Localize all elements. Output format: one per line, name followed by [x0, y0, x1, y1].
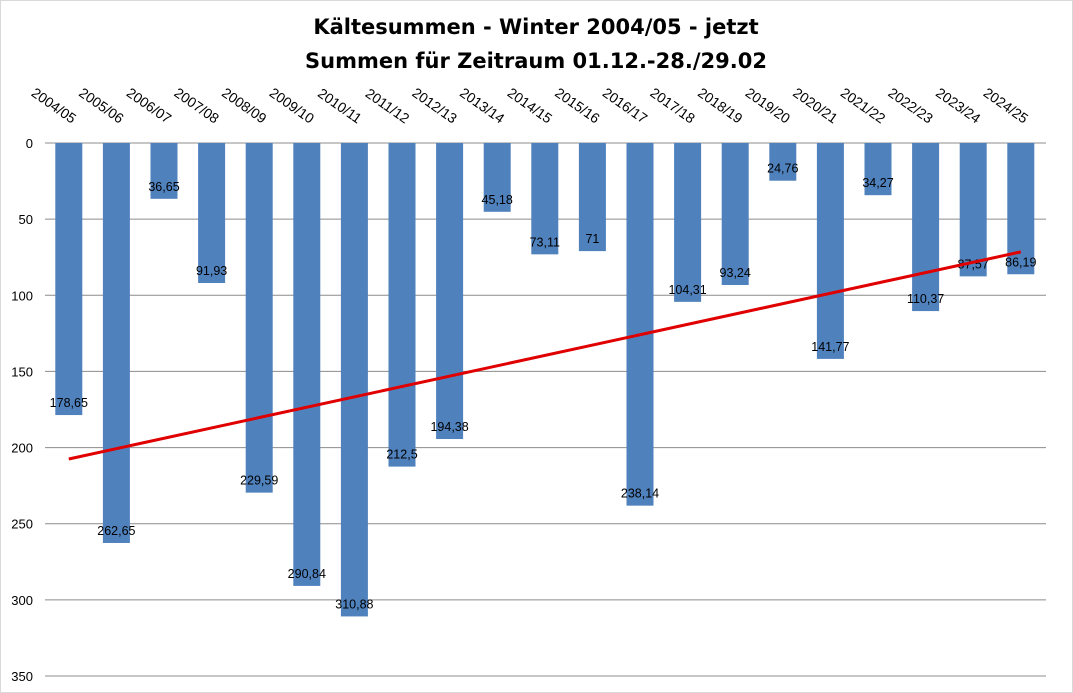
bars [55, 143, 1035, 617]
y-tick-label: 0 [26, 136, 33, 151]
data-label: 310,88 [335, 597, 373, 611]
x-tick-label: 2020/21 [790, 84, 841, 126]
x-tick-label: 2021/22 [838, 84, 889, 126]
bar [245, 143, 273, 493]
x-tick-label: 2017/18 [647, 84, 698, 126]
bar [150, 143, 178, 199]
x-tick-label: 2013/14 [457, 84, 508, 126]
x-tick-label: 2007/08 [171, 84, 222, 126]
x-tick-label: 2010/11 [315, 85, 365, 127]
y-tick-label: 100 [11, 288, 33, 303]
data-label: 73,11 [530, 235, 560, 249]
y-tick-label: 250 [11, 517, 33, 532]
data-label: 36,65 [148, 180, 179, 194]
bar [674, 143, 702, 302]
y-tick-label: 50 [19, 212, 33, 227]
x-tick-label: 2009/10 [267, 84, 318, 126]
data-label: 290,84 [288, 567, 326, 581]
trendline [68, 250, 1022, 461]
bar [769, 143, 797, 181]
data-label: 93,24 [720, 266, 751, 280]
x-tick-label: 2014/15 [505, 84, 556, 126]
data-label: 262,65 [97, 524, 135, 538]
y-tick-label: 350 [11, 669, 33, 684]
bar [102, 143, 130, 543]
x-tick-label: 2015/16 [552, 84, 603, 126]
x-tick-label: 2005/06 [76, 84, 127, 126]
x-tick-label: 2022/23 [885, 84, 936, 126]
data-label: 194,38 [430, 420, 468, 434]
data-label: 71 [585, 232, 599, 246]
bar [959, 143, 987, 277]
bar [626, 143, 654, 506]
y-tick-label: 300 [11, 593, 33, 608]
x-tick-label: 2008/09 [219, 84, 270, 126]
x-tick-label: 2016/17 [600, 84, 651, 126]
data-label: 24,76 [767, 162, 798, 176]
bar [864, 143, 892, 196]
x-tick-label: 2023/24 [933, 84, 984, 126]
x-tick-label: 2018/19 [695, 84, 746, 126]
chart-subtitle: Summen für Zeitraum 01.12.-28./29.02 [305, 49, 767, 73]
bar [578, 143, 606, 252]
trendline-group [68, 250, 1022, 461]
bar [388, 143, 416, 467]
data-label: 45,18 [482, 193, 513, 207]
data-label: 86,19 [1005, 255, 1036, 269]
x-tick-label: 2024/25 [981, 84, 1032, 126]
y-axis-ticks: 0 50 100 150 200 250 300 350 [11, 136, 33, 684]
data-label: 110,37 [907, 292, 944, 306]
bar [198, 143, 226, 283]
x-tick-label: 2004/05 [29, 84, 80, 126]
x-tick-label: 2006/07 [124, 84, 175, 126]
x-tick-label: 2019/20 [743, 84, 794, 126]
y-tick-label: 200 [11, 441, 33, 456]
data-label: 34,27 [862, 176, 893, 190]
data-label: 91,93 [196, 264, 227, 278]
bar [293, 143, 321, 586]
bar [436, 143, 464, 440]
data-label: 178,65 [50, 396, 88, 410]
bar [816, 143, 844, 359]
data-label: 104,31 [668, 283, 706, 297]
bar [483, 143, 511, 212]
bar [340, 143, 368, 617]
data-label: 238,14 [621, 487, 659, 501]
data-labels: 178,65 262,65 36,65 91,93 229,59 290,84 310,88… [50, 162, 1037, 612]
data-label: 141,77 [811, 340, 849, 354]
bar [55, 143, 83, 416]
x-axis-ticks: 2004/052005/062006/072007/082008/092009/… [29, 84, 1032, 126]
data-label: 229,59 [240, 474, 278, 488]
bar [721, 143, 749, 285]
x-tick-label: 2011/12 [363, 85, 413, 127]
x-tick-label: 2012/13 [409, 84, 460, 126]
bar [531, 143, 559, 255]
chart-title: Kältesummen - Winter 2004/05 - jetzt [313, 15, 758, 39]
bar [912, 143, 940, 312]
y-tick-label: 150 [11, 364, 33, 379]
data-label: 212,5 [386, 448, 417, 462]
